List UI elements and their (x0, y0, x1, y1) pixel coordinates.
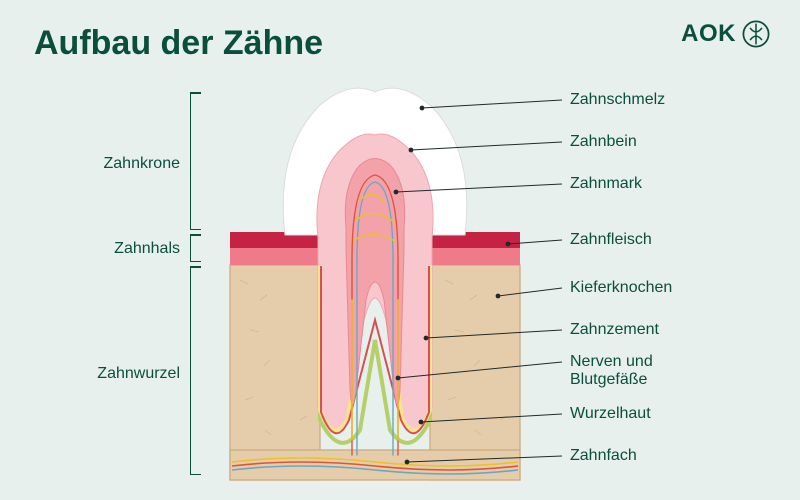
part-label-zahnbein: Zahnbein (570, 133, 637, 151)
part-label-zahnfleisch: Zahnfleisch (570, 231, 652, 249)
leader-line-zahnschmelz (422, 100, 562, 108)
part-label-zahnmark: Zahnmark (570, 175, 642, 193)
section-label-zahnkrone: Zahnkrone (40, 155, 180, 173)
section-label-zahnwurzel: Zahnwurzel (40, 365, 180, 383)
part-label-nerven: Nerven und Blutgefäße (570, 353, 653, 390)
part-label-zahnschmelz: Zahnschmelz (570, 91, 665, 109)
part-label-zahnzement: Zahnzement (570, 321, 659, 339)
part-label-zahnfach: Zahnfach (570, 447, 637, 465)
part-label-wurzelhaut: Wurzelhaut (570, 405, 651, 423)
part-label-kieferknochen: Kieferknochen (570, 279, 672, 297)
brace-zahnhals (190, 234, 204, 262)
brace-zahnkrone (190, 92, 204, 230)
section-label-zahnhals: Zahnhals (40, 240, 180, 258)
brace-zahnwurzel (190, 266, 204, 475)
